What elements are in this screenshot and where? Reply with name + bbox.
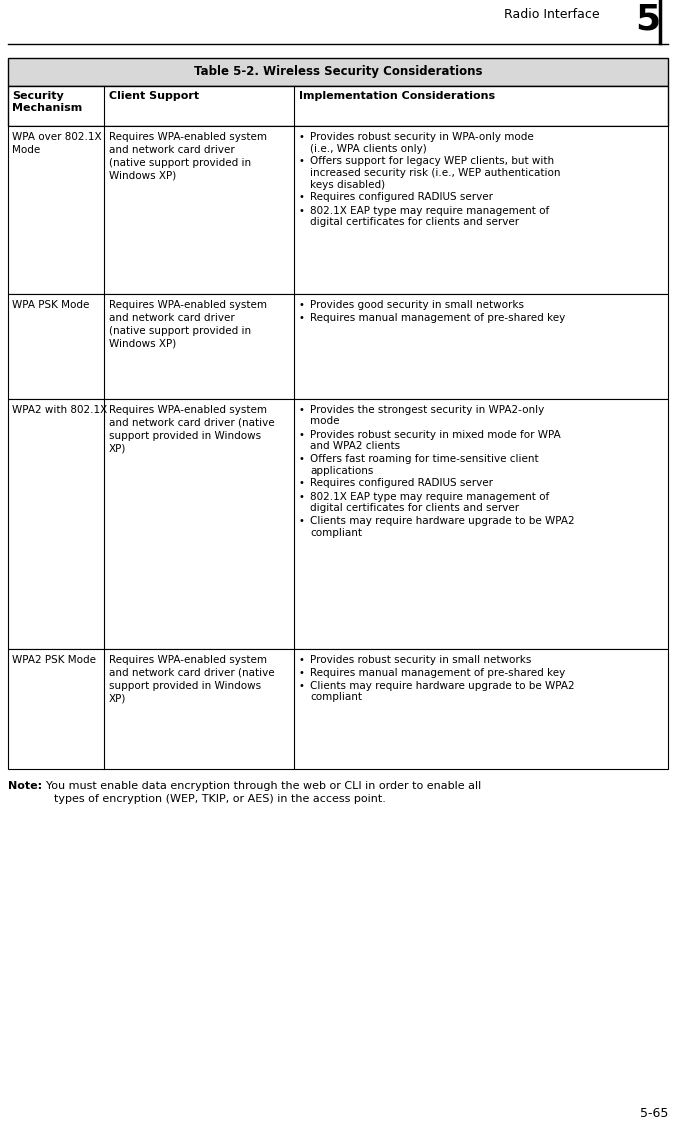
Text: Provides robust security in mixed mode for WPA: Provides robust security in mixed mode f…: [310, 430, 561, 440]
Text: Requires WPA-enabled system
and network card driver
(native support provided in
: Requires WPA-enabled system and network …: [109, 132, 267, 180]
Text: WPA2 PSK Mode: WPA2 PSK Mode: [12, 655, 96, 666]
Text: 5: 5: [635, 2, 661, 36]
Text: WPA2 with 802.1X: WPA2 with 802.1X: [12, 405, 107, 415]
Text: Requires manual management of pre-shared key: Requires manual management of pre-shared…: [310, 312, 565, 323]
Bar: [8, 126, 668, 294]
Text: Provides robust security in small networks: Provides robust security in small networ…: [310, 655, 531, 666]
Text: Requires WPA-enabled system
and network card driver (native
support provided in : Requires WPA-enabled system and network …: [109, 655, 274, 704]
Text: increased security risk (i.e., WEP authentication: increased security risk (i.e., WEP authe…: [310, 168, 560, 178]
Text: Requires WPA-enabled system
and network card driver (native
support provided in : Requires WPA-enabled system and network …: [109, 405, 274, 453]
Text: Radio Interface: Radio Interface: [504, 8, 600, 21]
Text: Client Support: Client Support: [109, 91, 199, 102]
Text: Clients may require hardware upgrade to be WPA2: Clients may require hardware upgrade to …: [310, 681, 575, 691]
Text: Provides good security in small networks: Provides good security in small networks: [310, 300, 524, 310]
Text: •: •: [299, 193, 305, 203]
Text: (i.e., WPA clients only): (i.e., WPA clients only): [310, 143, 427, 153]
Text: Provides the strongest security in WPA2-only: Provides the strongest security in WPA2-…: [310, 405, 544, 415]
Text: •: •: [299, 668, 305, 678]
Text: Requires WPA-enabled system
and network card driver
(native support provided in
: Requires WPA-enabled system and network …: [109, 300, 267, 349]
Text: digital certificates for clients and server: digital certificates for clients and ser…: [310, 503, 519, 513]
Bar: [8, 58, 668, 86]
Text: •: •: [299, 300, 305, 310]
Text: WPA over 802.1X
Mode: WPA over 802.1X Mode: [12, 132, 102, 155]
Text: •: •: [299, 157, 305, 167]
Text: Security
Mechanism: Security Mechanism: [12, 91, 82, 114]
Text: 802.1X EAP type may require management of: 802.1X EAP type may require management o…: [310, 492, 549, 502]
Text: Provides robust security in WPA-only mode: Provides robust security in WPA-only mod…: [310, 132, 534, 142]
Bar: [8, 399, 668, 649]
Text: WPA PSK Mode: WPA PSK Mode: [12, 300, 90, 310]
Text: •: •: [299, 430, 305, 440]
Bar: [8, 649, 668, 769]
Text: •: •: [299, 205, 305, 215]
Text: •: •: [299, 453, 305, 464]
Text: •: •: [299, 492, 305, 502]
Text: •: •: [299, 312, 305, 323]
Text: Table 5-2. Wireless Security Considerations: Table 5-2. Wireless Security Considerati…: [194, 65, 482, 79]
Text: keys disabled): keys disabled): [310, 179, 385, 190]
Text: digital certificates for clients and server: digital certificates for clients and ser…: [310, 217, 519, 227]
Text: •: •: [299, 405, 305, 415]
Text: and WPA2 clients: and WPA2 clients: [310, 441, 400, 451]
Text: Implementation Considerations: Implementation Considerations: [299, 91, 495, 102]
Text: mode: mode: [310, 416, 339, 426]
Text: applications: applications: [310, 466, 373, 476]
Text: •: •: [299, 478, 305, 488]
Text: Offers support for legacy WEP clients, but with: Offers support for legacy WEP clients, b…: [310, 157, 554, 167]
Text: Offers fast roaming for time-sensitive client: Offers fast roaming for time-sensitive c…: [310, 453, 538, 464]
Text: compliant: compliant: [310, 528, 362, 538]
Text: compliant: compliant: [310, 693, 362, 703]
Text: •: •: [299, 515, 305, 526]
Text: •: •: [299, 681, 305, 691]
Text: Requires configured RADIUS server: Requires configured RADIUS server: [310, 193, 493, 203]
Text: You must enable data encryption through the web or CLI in order to enable all: You must enable data encryption through …: [46, 781, 482, 791]
Text: •: •: [299, 132, 305, 142]
Text: Requires configured RADIUS server: Requires configured RADIUS server: [310, 478, 493, 488]
Text: Requires manual management of pre-shared key: Requires manual management of pre-shared…: [310, 668, 565, 678]
Text: 5-65: 5-65: [640, 1107, 668, 1120]
Text: types of encryption (WEP, TKIP, or AES) in the access point.: types of encryption (WEP, TKIP, or AES) …: [54, 794, 386, 804]
Text: Clients may require hardware upgrade to be WPA2: Clients may require hardware upgrade to …: [310, 515, 575, 526]
Text: Note:: Note:: [8, 781, 42, 791]
Bar: [8, 86, 668, 126]
Bar: [8, 294, 668, 399]
Text: 802.1X EAP type may require management of: 802.1X EAP type may require management o…: [310, 205, 549, 215]
Text: •: •: [299, 655, 305, 666]
